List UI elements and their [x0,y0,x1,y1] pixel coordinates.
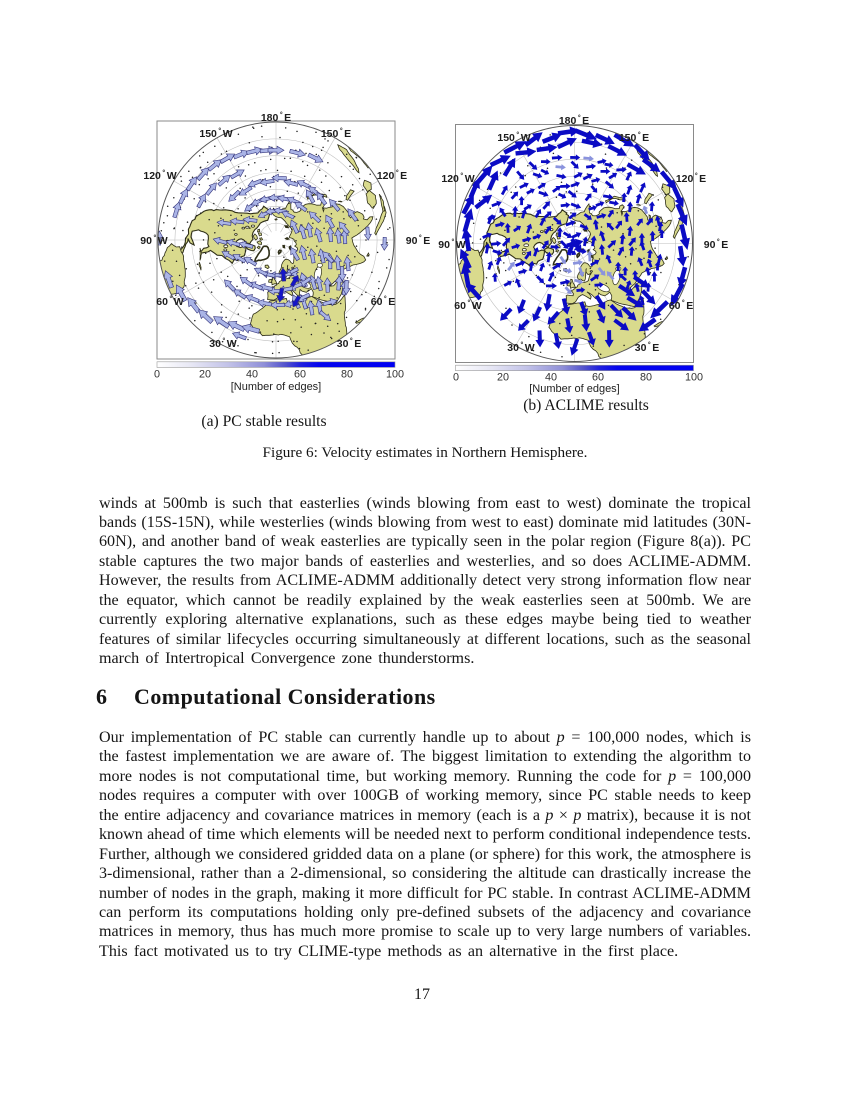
svg-text:100: 100 [386,368,404,380]
svg-text:0: 0 [154,368,160,380]
svg-text:40: 40 [246,368,258,380]
svg-text:20: 20 [497,372,509,384]
svg-text:30°W: 30 ° W [507,341,535,354]
svg-text:[Number of edges]: [Number of edges] [231,381,322,393]
svg-text:60°E: 60 ° E [669,299,694,312]
svg-text:60°W: 60 ° W [454,299,482,312]
svg-text:90°E: 90 ° E [704,238,729,251]
svg-text:80: 80 [640,372,652,384]
svg-text:90°E: 90 ° E [406,234,431,247]
svg-text:150°E: 150 ° E [321,127,351,140]
svg-text:30°E: 30 ° E [337,337,362,350]
svg-text:60: 60 [592,372,604,384]
svg-text:60: 60 [294,368,306,380]
svg-text:150°E: 150 ° E [619,131,649,144]
svg-text:100: 100 [685,372,703,384]
svg-text:[Number of edges]: [Number of edges] [529,383,620,395]
svg-text:40: 40 [545,372,557,384]
svg-text:120°W: 120 ° W [441,172,474,185]
svg-text:60°W: 60 ° W [156,295,184,308]
svg-text:120°W: 120 ° W [143,169,176,182]
svg-text:120°E: 120 ° E [676,172,706,185]
svg-text:90°W: 90 ° W [140,234,168,247]
svg-text:30°W: 30 ° W [209,337,237,350]
svg-text:180°E: 180 ° E [261,111,291,124]
svg-text:30°E: 30 ° E [635,341,660,354]
svg-text:80: 80 [341,368,353,380]
svg-text:20: 20 [199,368,211,380]
svg-text:60°E: 60 ° E [371,295,396,308]
svg-text:150°W: 150 ° W [497,131,530,144]
svg-text:90°W: 90 ° W [438,238,466,251]
svg-text:120°E: 120 ° E [377,169,407,182]
svg-text:180°E: 180 ° E [559,114,589,127]
svg-text:150°W: 150 ° W [199,127,232,140]
svg-text:0: 0 [453,372,459,384]
